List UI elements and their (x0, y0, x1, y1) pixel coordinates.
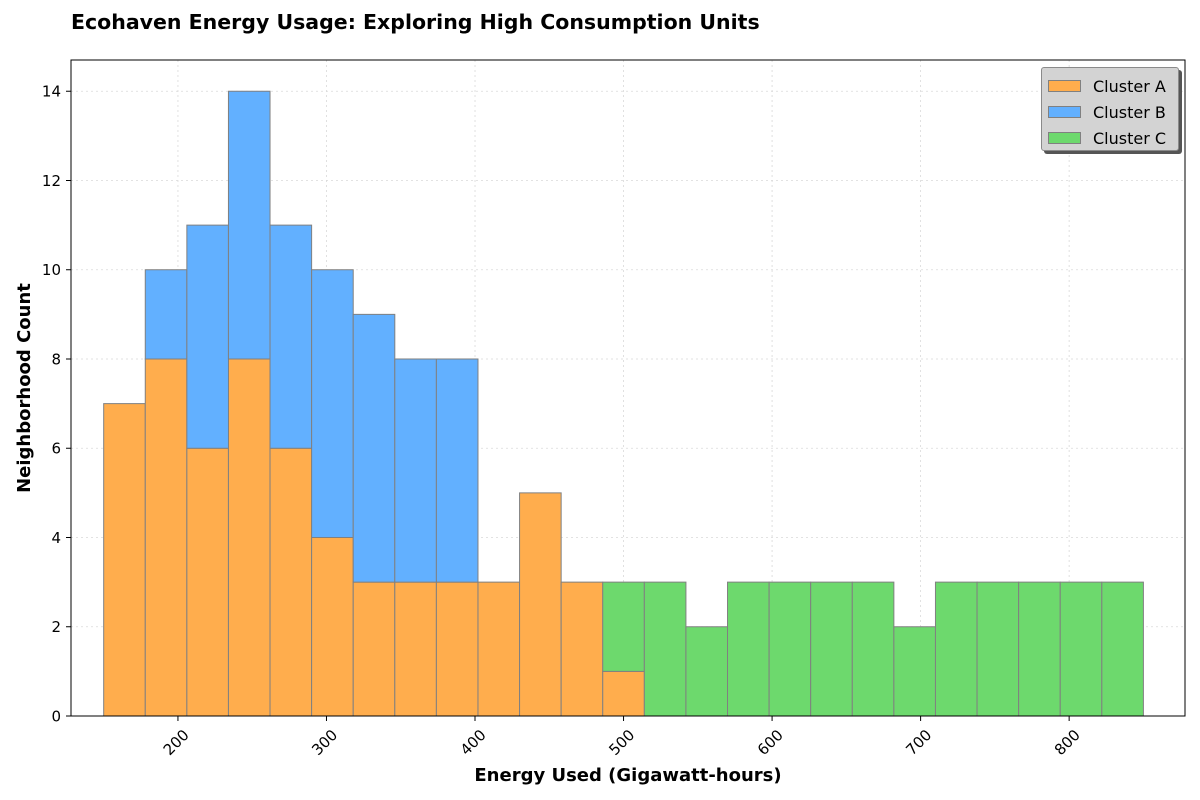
legend-item-cluster-a: Cluster A (1042, 73, 1178, 99)
bar-cluster-c (1101, 581, 1144, 717)
legend-swatch-cluster-b (1048, 106, 1081, 118)
y-axis-ticks: 0 2 4 6 8 10 12 14 (42, 83, 71, 726)
y-axis-label: Neighborhood Count (14, 283, 35, 493)
bar-cluster-a (352, 581, 396, 717)
bar-cluster-b (144, 269, 188, 360)
x-tick-label: 600 (754, 726, 787, 759)
bar-cluster-b (227, 90, 271, 360)
bar-cluster-a (144, 358, 188, 717)
y-tick-label: 2 (51, 618, 61, 636)
bar-cluster-c (810, 581, 853, 717)
histogram-bars (103, 90, 1144, 717)
bar-cluster-c (727, 581, 770, 717)
bar-cluster-c (1018, 581, 1061, 717)
bar-cluster-b (311, 269, 354, 538)
bar-cluster-c (685, 626, 729, 717)
bar-cluster-a (227, 358, 271, 717)
y-tick-label: 4 (51, 529, 61, 547)
bar-cluster-c (976, 581, 1020, 717)
bar-cluster-c (851, 581, 895, 717)
chart-legend: Cluster A Cluster B Cluster C (1041, 67, 1179, 151)
chart-title: Ecohaven Energy Usage: Exploring High Co… (71, 10, 760, 34)
x-tick-label: 800 (1051, 726, 1084, 759)
bar-cluster-a (435, 581, 479, 717)
y-tick-label: 12 (42, 172, 61, 190)
bar-cluster-c (934, 581, 978, 717)
y-tick-label: 8 (51, 350, 61, 368)
x-tick-label: 400 (457, 726, 490, 759)
bar-cluster-a (560, 581, 604, 717)
x-tick-label: 300 (308, 726, 341, 759)
bar-cluster-c (1059, 581, 1103, 717)
bar-cluster-a (311, 536, 354, 717)
bar-cluster-c (602, 581, 645, 672)
plot-frame (70, 59, 1186, 717)
bar-cluster-a (602, 670, 645, 717)
x-tick-label: 700 (902, 726, 935, 759)
bar-cluster-a (477, 581, 521, 717)
bar-cluster-c (643, 581, 687, 717)
bar-cluster-b (394, 358, 437, 583)
legend-label-cluster-c: Cluster C (1093, 128, 1167, 148)
legend-label-cluster-b: Cluster B (1093, 102, 1166, 122)
legend-swatch-cluster-c (1048, 132, 1081, 144)
bar-cluster-c (768, 581, 812, 717)
bar-cluster-a (394, 581, 437, 717)
bar-cluster-b (269, 224, 313, 449)
bar-cluster-b (352, 313, 396, 583)
legend-swatch-cluster-a (1048, 80, 1081, 92)
x-tick-label: 500 (605, 726, 638, 759)
bar-cluster-c (893, 626, 936, 717)
y-tick-label: 10 (42, 261, 61, 279)
legend-item-cluster-c: Cluster C (1042, 125, 1178, 151)
x-tick-label: 200 (160, 726, 193, 759)
bar-cluster-a (186, 447, 229, 717)
bar-cluster-a (519, 492, 562, 717)
bar-cluster-b (186, 224, 229, 449)
bar-cluster-b (435, 358, 479, 583)
y-tick-label: 6 (51, 440, 61, 458)
bar-cluster-a (103, 403, 146, 717)
x-axis-ticks: 200 300 400 500 600 700 800 (160, 716, 1084, 759)
y-tick-label: 0 (51, 708, 61, 726)
legend-item-cluster-b: Cluster B (1042, 99, 1178, 125)
x-axis-label: Energy Used (Gigawatt-hours) (474, 765, 781, 786)
legend-label-cluster-a: Cluster A (1093, 76, 1166, 96)
y-tick-label: 14 (42, 83, 61, 101)
bar-cluster-a (269, 447, 313, 717)
